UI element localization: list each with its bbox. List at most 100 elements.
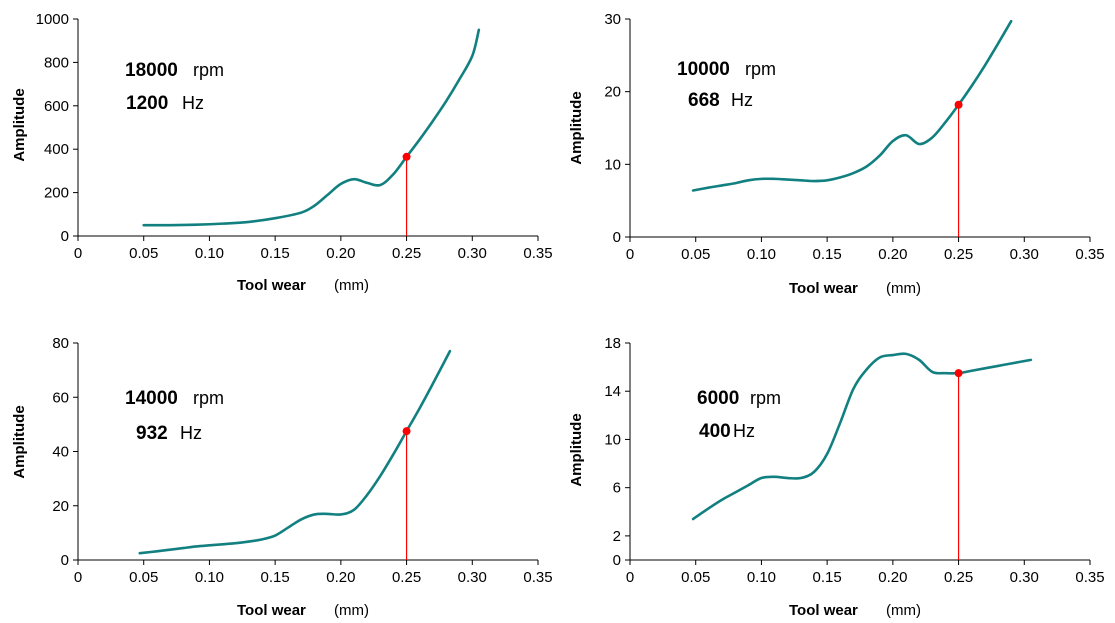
rpm-value: 18000 [125, 60, 178, 81]
rpm-unit: rpm [745, 59, 776, 79]
freq-value: 400 [699, 421, 731, 442]
y-axis-title: Amplitude [568, 91, 585, 164]
y-axis-title: Amplitude [11, 88, 28, 161]
x-tick-label: 0.35 [1075, 569, 1104, 586]
x-tick-label: 0.25 [944, 569, 973, 586]
freq-unit: Hz [731, 90, 753, 110]
x-tick-label: 0.05 [129, 245, 158, 262]
marker-point [402, 427, 411, 436]
x-tick-label: 0.35 [523, 245, 552, 262]
x-tick-label: 0.35 [1075, 246, 1104, 263]
y-tick-label: 200 [44, 185, 69, 202]
x-tick-label: 0.10 [747, 246, 776, 263]
y-tick-label: 0 [61, 228, 69, 245]
x-tick-label: 0.20 [878, 246, 907, 263]
y-tick-label: 14 [604, 383, 621, 400]
chart-svg: 0 0.05 0.10 0.15 0.20 0.25 0.30 0.35 0 10 20 30 100… [568, 11, 1105, 297]
x-axis-title: Tool wear [237, 602, 306, 619]
y-axis-title: Amplitude [568, 413, 585, 486]
y-tick-label: 800 [44, 54, 69, 71]
y-tick-label: 1000 [36, 11, 69, 28]
plot-area: 0 0.05 0.10 0.15 0.20 0.25 0.30 0.35 0 10 20 30 [604, 11, 1104, 263]
x-tick-label: 0.15 [813, 569, 842, 586]
x-tick-label: 0.30 [1010, 246, 1039, 263]
y-axis-title: Amplitude [11, 405, 28, 478]
x-tick-label: 0.15 [813, 246, 842, 263]
rpm-unit: rpm [193, 388, 224, 408]
x-tick-label: 0.10 [195, 569, 224, 586]
y-tick-label: 0 [613, 552, 621, 569]
y-tick-label: 40 [52, 444, 69, 461]
y-tick-label: 6 [613, 480, 621, 497]
plot-area: 0 0.05 0.10 0.15 0.20 0.25 0.30 0.35 0 2 6 10 14 18 [604, 335, 1104, 586]
y-tick-label: 0 [613, 229, 621, 246]
x-axis-unit: (mm) [886, 602, 921, 619]
chart-panel-14000-rpm: 0 0.05 0.10 0.15 0.20 0.25 0.30 0.35 0 20 40 60 80 1… [0, 311, 557, 622]
chart-panel-10000-rpm: 0 0.05 0.10 0.15 0.20 0.25 0.30 0.35 0 10 20 30 100… [557, 0, 1114, 311]
y-tick-label: 18 [604, 335, 621, 352]
x-tick-label: 0.10 [195, 245, 224, 262]
marker-point [954, 100, 963, 109]
x-tick-label: 0.20 [326, 569, 355, 586]
x-tick-label: 0 [626, 569, 634, 586]
x-tick-label: 0.05 [681, 246, 710, 263]
y-tick-label: 10 [604, 431, 621, 448]
rpm-value: 14000 [125, 388, 178, 409]
x-tick-label: 0 [74, 569, 82, 586]
freq-value: 1200 [126, 93, 168, 114]
x-tick-label: 0.10 [747, 569, 776, 586]
y-tick-label: 600 [44, 98, 69, 115]
y-tick-label: 400 [44, 141, 69, 158]
x-tick-label: 0.25 [392, 569, 421, 586]
x-tick-label: 0.15 [261, 245, 290, 262]
x-tick-label: 0.15 [261, 569, 290, 586]
chart-svg: 0 0.05 0.10 0.15 0.20 0.25 0.30 0.35 0 20 40 60 80 1… [11, 335, 553, 619]
freq-value: 932 [136, 423, 168, 444]
x-tick-label: 0 [626, 246, 634, 263]
marker-point [402, 152, 411, 161]
x-axis-title: Tool wear [789, 280, 858, 297]
rpm-value: 6000 [697, 388, 739, 409]
amplitude-curve [142, 28, 481, 227]
freq-unit: Hz [733, 421, 755, 441]
y-tick-label: 10 [604, 156, 621, 173]
x-axis-title: Tool wear [789, 602, 858, 619]
x-axis-unit: (mm) [886, 280, 921, 297]
y-tick-label: 20 [604, 84, 621, 101]
y-tick-label: 20 [52, 498, 69, 515]
chart-panel-6000-rpm: 0 0.05 0.10 0.15 0.20 0.25 0.30 0.35 0 2 6 10 14 18 6… [557, 311, 1114, 622]
amplitude-curve [691, 352, 1033, 521]
x-tick-label: 0.35 [523, 569, 552, 586]
freq-value: 668 [688, 90, 720, 111]
x-axis-unit: (mm) [334, 277, 369, 294]
rpm-value: 10000 [677, 59, 730, 80]
y-tick-label: 80 [52, 335, 69, 352]
freq-unit: Hz [180, 423, 202, 443]
rpm-unit: rpm [750, 388, 781, 408]
amplitude-curve [138, 349, 452, 555]
chart-svg: 0 0.05 0.10 0.15 0.20 0.25 0.30 0.35 0 200 400 600 8… [11, 11, 553, 294]
y-tick-label: 60 [52, 389, 69, 406]
x-tick-label: 0.30 [1010, 569, 1039, 586]
x-tick-label: 0.20 [878, 569, 907, 586]
plot-area: 0 0.05 0.10 0.15 0.20 0.25 0.30 0.35 0 200 400 600 8… [36, 11, 553, 262]
y-tick-label: 0 [61, 552, 69, 569]
x-axis-title: Tool wear [237, 277, 306, 294]
plot-area: 0 0.05 0.10 0.15 0.20 0.25 0.30 0.35 0 20 40 60 80 [52, 335, 552, 586]
x-tick-label: 0 [74, 245, 82, 262]
chart-panel-18000-rpm: 0 0.05 0.10 0.15 0.20 0.25 0.30 0.35 0 200 400 600 8… [0, 0, 557, 311]
x-tick-label: 0.05 [129, 569, 158, 586]
chart-svg: 0 0.05 0.10 0.15 0.20 0.25 0.30 0.35 0 2 6 10 14 18 6… [568, 335, 1105, 619]
x-tick-label: 0.25 [944, 246, 973, 263]
x-tick-label: 0.30 [458, 245, 487, 262]
y-tick-label: 2 [613, 528, 621, 545]
freq-unit: Hz [182, 93, 204, 113]
x-tick-label: 0.05 [681, 569, 710, 586]
x-tick-label: 0.25 [392, 245, 421, 262]
x-tick-label: 0.20 [326, 245, 355, 262]
y-tick-label: 30 [604, 11, 621, 28]
marker-point [954, 369, 963, 378]
rpm-unit: rpm [193, 60, 224, 80]
x-tick-label: 0.30 [458, 569, 487, 586]
x-axis-unit: (mm) [334, 602, 369, 619]
